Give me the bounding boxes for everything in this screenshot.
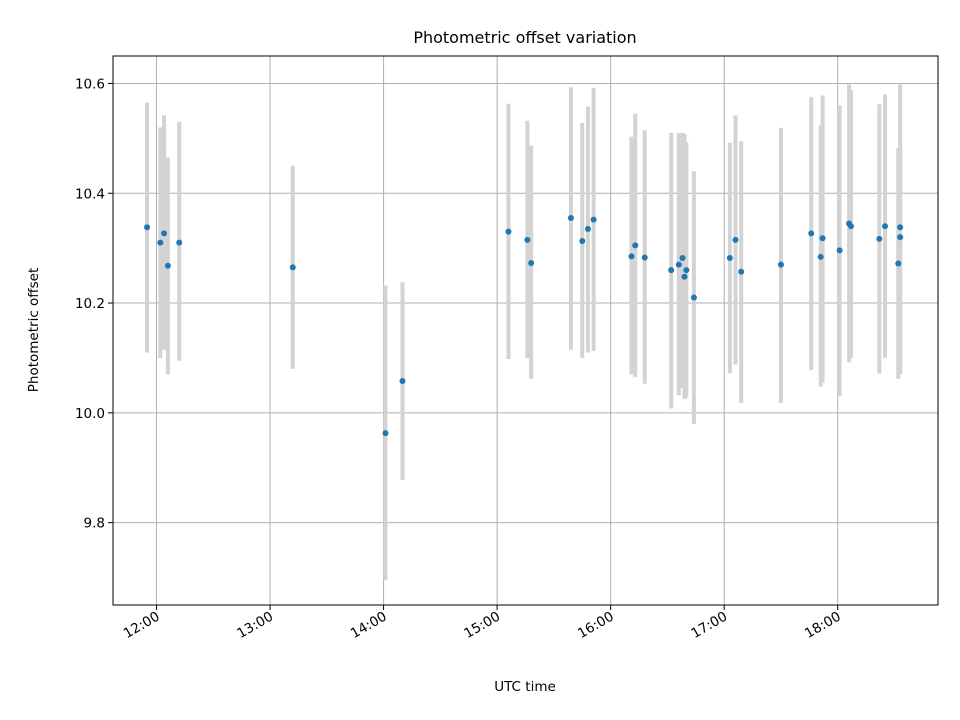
data-point bbox=[505, 228, 512, 235]
data-point bbox=[777, 261, 784, 268]
data-point bbox=[144, 224, 151, 231]
x-axis-label: UTC time bbox=[494, 679, 556, 695]
data-point bbox=[690, 294, 697, 301]
data-point bbox=[675, 261, 682, 268]
data-point bbox=[897, 234, 904, 241]
data-point bbox=[808, 230, 815, 237]
data-point bbox=[738, 268, 745, 275]
data-points bbox=[144, 214, 904, 437]
data-point bbox=[289, 264, 296, 271]
y-tick-label: 10.6 bbox=[75, 76, 105, 92]
data-point bbox=[817, 253, 824, 260]
x-tick-label: 12:00 bbox=[121, 609, 163, 642]
data-point bbox=[176, 239, 183, 246]
data-point bbox=[726, 255, 733, 262]
data-point bbox=[895, 260, 902, 267]
x-tick-label: 14:00 bbox=[348, 609, 390, 642]
data-point bbox=[590, 216, 597, 223]
grid-lines bbox=[113, 56, 938, 605]
data-point bbox=[164, 262, 171, 269]
plot-frame bbox=[112, 55, 939, 606]
data-point bbox=[567, 214, 574, 221]
x-axis-ticks: 12:00 13:00 14:00 15:00 16:00 17:00 18:00 bbox=[121, 605, 844, 642]
x-tick-label: 16:00 bbox=[575, 609, 617, 642]
y-tick-label: 9.8 bbox=[84, 516, 105, 532]
x-tick-label: 17:00 bbox=[688, 609, 730, 642]
x-tick-label: 13:00 bbox=[234, 609, 276, 642]
data-point bbox=[882, 223, 889, 230]
data-point bbox=[632, 242, 639, 249]
data-point bbox=[876, 235, 883, 242]
data-point bbox=[584, 225, 591, 232]
y-tick-label: 10.2 bbox=[75, 296, 105, 312]
y-tick-label: 10.0 bbox=[75, 406, 105, 422]
data-point bbox=[524, 236, 531, 243]
chart-title: Photometric offset variation bbox=[413, 28, 636, 47]
data-point bbox=[528, 259, 535, 266]
data-point bbox=[819, 235, 826, 242]
data-point bbox=[681, 273, 688, 280]
data-point bbox=[897, 224, 904, 231]
data-point bbox=[847, 223, 854, 230]
data-point bbox=[382, 430, 389, 437]
y-axis-ticks: 9.8 10.0 10.2 10.4 10.6 bbox=[75, 76, 113, 532]
data-point bbox=[683, 267, 690, 274]
data-point bbox=[641, 254, 648, 261]
data-point bbox=[732, 236, 739, 243]
data-point bbox=[628, 253, 635, 260]
data-point bbox=[836, 247, 843, 254]
y-tick-label: 10.4 bbox=[75, 186, 105, 202]
x-tick-label: 15:00 bbox=[461, 609, 503, 642]
x-tick-label: 18:00 bbox=[802, 609, 844, 642]
error-bars bbox=[145, 84, 903, 581]
data-point bbox=[157, 239, 164, 246]
data-point bbox=[668, 267, 675, 274]
data-point bbox=[161, 230, 168, 237]
data-point bbox=[399, 378, 406, 385]
data-point bbox=[679, 255, 686, 262]
y-axis-label: Photometric offset bbox=[26, 268, 42, 392]
data-point bbox=[579, 238, 586, 245]
